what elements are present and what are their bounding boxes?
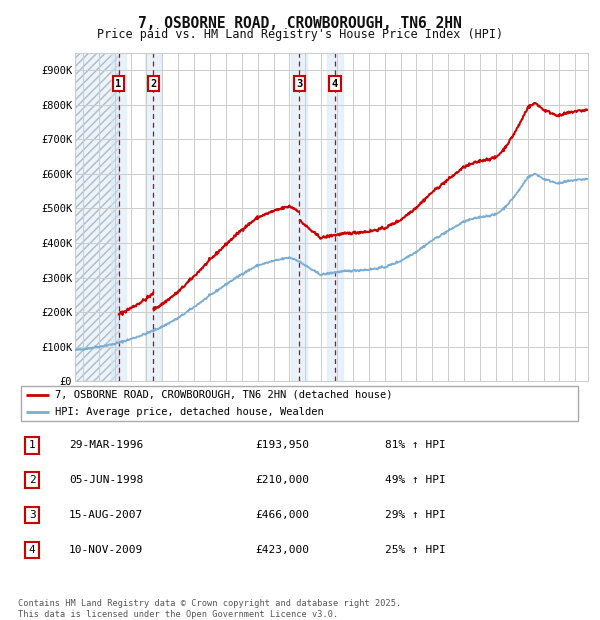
Bar <box>145 53 161 381</box>
Text: 2: 2 <box>29 475 35 485</box>
FancyBboxPatch shape <box>21 386 578 422</box>
Text: 15-AUG-2007: 15-AUG-2007 <box>69 510 143 520</box>
Text: HPI: Average price, detached house, Wealden: HPI: Average price, detached house, Weal… <box>55 407 323 417</box>
Text: £466,000: £466,000 <box>255 510 309 520</box>
Text: 49% ↑ HPI: 49% ↑ HPI <box>385 475 445 485</box>
Text: Price paid vs. HM Land Registry's House Price Index (HPI): Price paid vs. HM Land Registry's House … <box>97 28 503 41</box>
Text: 1: 1 <box>115 79 122 89</box>
Text: 4: 4 <box>332 79 338 89</box>
Text: 4: 4 <box>29 545 35 555</box>
Bar <box>327 53 343 381</box>
Text: 3: 3 <box>29 510 35 520</box>
Text: 29% ↑ HPI: 29% ↑ HPI <box>385 510 445 520</box>
Text: 25% ↑ HPI: 25% ↑ HPI <box>385 545 445 555</box>
Text: 29-MAR-1996: 29-MAR-1996 <box>69 440 143 450</box>
Text: 7, OSBORNE ROAD, CROWBOROUGH, TN6 2HN (detached house): 7, OSBORNE ROAD, CROWBOROUGH, TN6 2HN (d… <box>55 390 392 400</box>
Text: Contains HM Land Registry data © Crown copyright and database right 2025.
This d: Contains HM Land Registry data © Crown c… <box>18 600 401 619</box>
Text: 3: 3 <box>296 79 302 89</box>
Text: 1: 1 <box>29 440 35 450</box>
Text: £423,000: £423,000 <box>255 545 309 555</box>
Text: 05-JUN-1998: 05-JUN-1998 <box>69 475 143 485</box>
Text: 7, OSBORNE ROAD, CROWBOROUGH, TN6 2HN: 7, OSBORNE ROAD, CROWBOROUGH, TN6 2HN <box>138 16 462 30</box>
Bar <box>110 53 127 381</box>
Text: 10-NOV-2009: 10-NOV-2009 <box>69 545 143 555</box>
Text: £210,000: £210,000 <box>255 475 309 485</box>
Text: £193,950: £193,950 <box>255 440 309 450</box>
Text: 81% ↑ HPI: 81% ↑ HPI <box>385 440 445 450</box>
Text: 2: 2 <box>150 79 157 89</box>
Bar <box>75 53 119 381</box>
Bar <box>292 53 307 381</box>
